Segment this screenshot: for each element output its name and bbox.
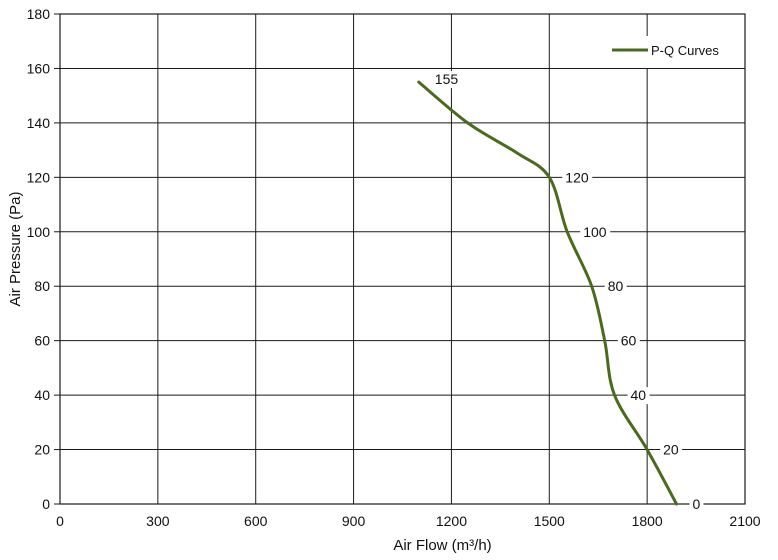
- point-label: 0: [693, 496, 701, 512]
- plot-frame: [59, 13, 746, 505]
- point-label-background: [689, 496, 704, 513]
- x-tick-label: 900: [342, 513, 366, 529]
- point-label: 100: [583, 224, 607, 240]
- point-label-background: [660, 441, 683, 459]
- legend-label: P-Q Curves: [651, 43, 719, 58]
- y-tick-label: 180: [27, 6, 51, 22]
- x-tick-label: 1200: [436, 513, 467, 529]
- x-tick-label: 300: [146, 513, 170, 529]
- x-tick-label: 2100: [729, 513, 760, 529]
- x-axis-title: Air Flow (m³/h): [393, 537, 491, 554]
- legend: P-Q Curves: [598, 36, 744, 68]
- legend-background: [598, 36, 744, 68]
- point-label: 40: [631, 387, 647, 403]
- y-tick-label: 100: [27, 224, 51, 240]
- point-label: 60: [621, 333, 637, 349]
- y-tick-label: 120: [27, 169, 51, 185]
- y-tick-label: 140: [27, 115, 51, 131]
- x-tick-label: 1800: [632, 513, 663, 529]
- x-tick-labels: 0 300 600 900 1200 1500 1800 2100: [56, 513, 761, 529]
- y-tick-label: 0: [42, 496, 50, 512]
- point-label-background: [604, 278, 627, 296]
- point-labels: 155 120 100 80 60 40 20 0: [431, 71, 704, 513]
- gridlines: [54, 13, 746, 505]
- x-tick-label: 600: [244, 513, 268, 529]
- point-label: 120: [565, 169, 589, 185]
- y-tick-label: 60: [34, 333, 50, 349]
- y-tick-labels: 0 20 40 60 80 100 120 140 160 180: [27, 6, 51, 512]
- point-label: 155: [435, 71, 459, 87]
- y-tick-label: 40: [34, 387, 50, 403]
- y-tick-label: 20: [34, 442, 50, 458]
- y-tick-label: 160: [27, 60, 51, 76]
- x-tick-label: 0: [56, 513, 64, 529]
- y-axis-title: Air Pressure (Pa): [7, 191, 24, 306]
- point-label-background: [562, 169, 593, 187]
- point-label-background: [617, 332, 640, 350]
- point-label-background: [431, 71, 462, 89]
- point-label-background: [627, 387, 650, 405]
- point-label: 80: [608, 278, 624, 294]
- x-tick-label: 1500: [534, 513, 565, 529]
- point-label: 20: [663, 442, 679, 458]
- point-label-background: [580, 223, 611, 241]
- y-tick-label: 80: [34, 278, 50, 294]
- pq-curve-line: [417, 80, 678, 506]
